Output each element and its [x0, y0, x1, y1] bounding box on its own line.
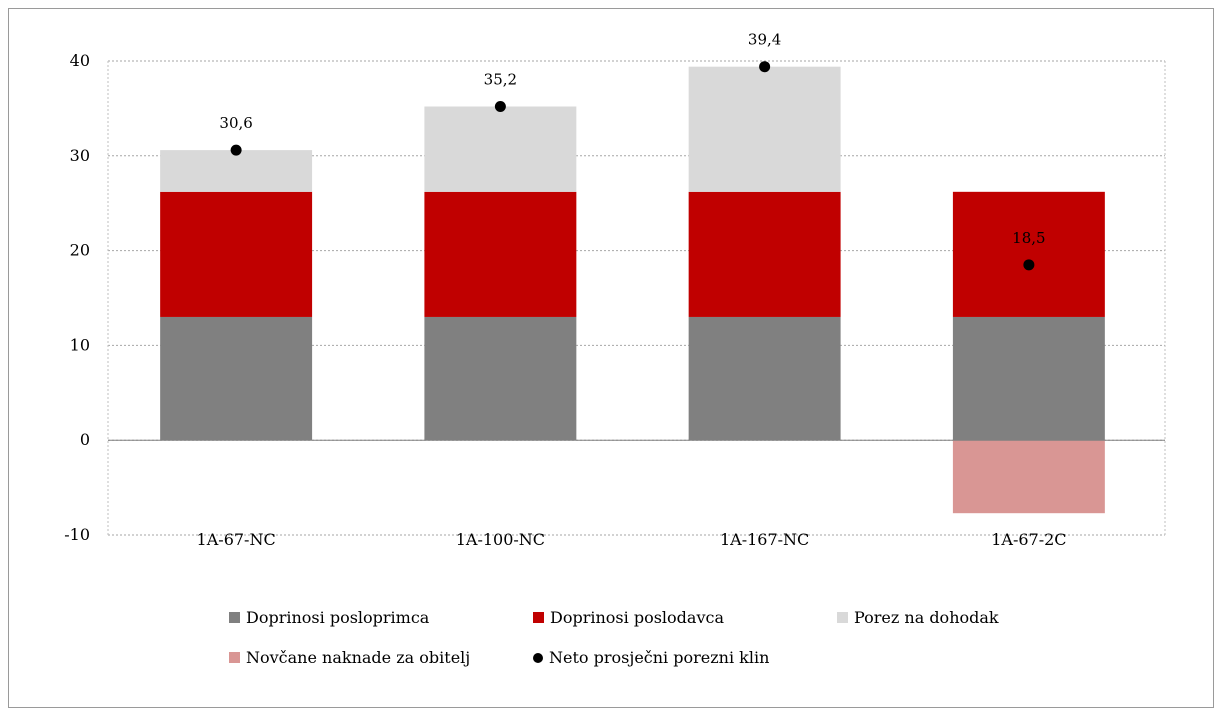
net-tax-wedge-point: [1023, 259, 1035, 271]
bar-segment: [688, 316, 841, 441]
legend-label: Doprinosi poslodavca: [550, 608, 724, 627]
net-tax-wedge-point: [494, 101, 506, 113]
legend-item-novcane-naknade: Novčane naknade za obitelj: [229, 648, 470, 667]
bar-segment: [160, 191, 313, 317]
bar-segment: [424, 316, 577, 441]
y-axis-ticks: -10 0 10 20 30 40: [64, 51, 90, 544]
legend-swatch: [837, 612, 848, 623]
legend-label: Doprinosi posloprimca: [246, 608, 430, 627]
legend-label: Neto prosječni porezni klin: [549, 648, 770, 667]
legend-swatch: [229, 612, 240, 623]
data-label: 39,4: [748, 31, 781, 49]
y-tick-label: 20: [70, 241, 90, 260]
category-label: 1A-100-NC: [456, 530, 545, 549]
net-tax-wedge-point: [230, 144, 242, 156]
net-tax-wedge-markers: 30,6 35,2 39,4 18,5: [219, 31, 1046, 271]
bar-segment: [424, 106, 577, 192]
category-labels: 1A-67-NC 1A-100-NC 1A-167-NC 1A-67-2C: [197, 530, 1067, 549]
y-tick-label: 40: [70, 51, 90, 70]
y-tick-label: -10: [64, 525, 90, 544]
data-label: 30,6: [219, 114, 252, 132]
legend: Doprinosi posloprimca Doprinosi poslodav…: [0, 604, 1224, 674]
y-tick-label: 0: [80, 430, 90, 449]
bar-segment: [952, 440, 1105, 514]
legend-swatch: [533, 612, 544, 623]
bar-segment: [952, 316, 1105, 441]
legend-item-porez-na-dohodak: Porez na dohodak: [837, 608, 999, 627]
legend-label: Novčane naknade za obitelj: [246, 648, 471, 667]
y-tick-label: 30: [70, 146, 90, 165]
y-tick-label: 10: [70, 335, 90, 354]
legend-item-doprinosi-poslodavca: Doprinosi poslodavca: [533, 608, 724, 627]
legend-marker: [533, 652, 543, 663]
bar-segment: [952, 191, 1105, 317]
bars: [160, 66, 1105, 514]
bar-segment: [688, 66, 841, 192]
legend-item-neto-porezni-klin: Neto prosječni porezni klin: [533, 648, 769, 667]
bar-segment: [160, 316, 313, 441]
category-label: 1A-67-2C: [991, 530, 1066, 549]
category-label: 1A-67-NC: [197, 530, 276, 549]
bar-segment: [688, 191, 841, 317]
data-label: 18,5: [1012, 229, 1045, 247]
data-label: 35,2: [484, 71, 517, 89]
legend-item-doprinosi-posloprimca: Doprinosi posloprimca: [229, 608, 429, 627]
net-tax-wedge-point: [759, 61, 771, 73]
legend-swatch: [229, 652, 240, 663]
bar-segment: [160, 150, 313, 192]
legend-label: Porez na dohodak: [854, 608, 999, 627]
category-label: 1A-167-NC: [720, 530, 809, 549]
bar-segment: [424, 191, 577, 317]
